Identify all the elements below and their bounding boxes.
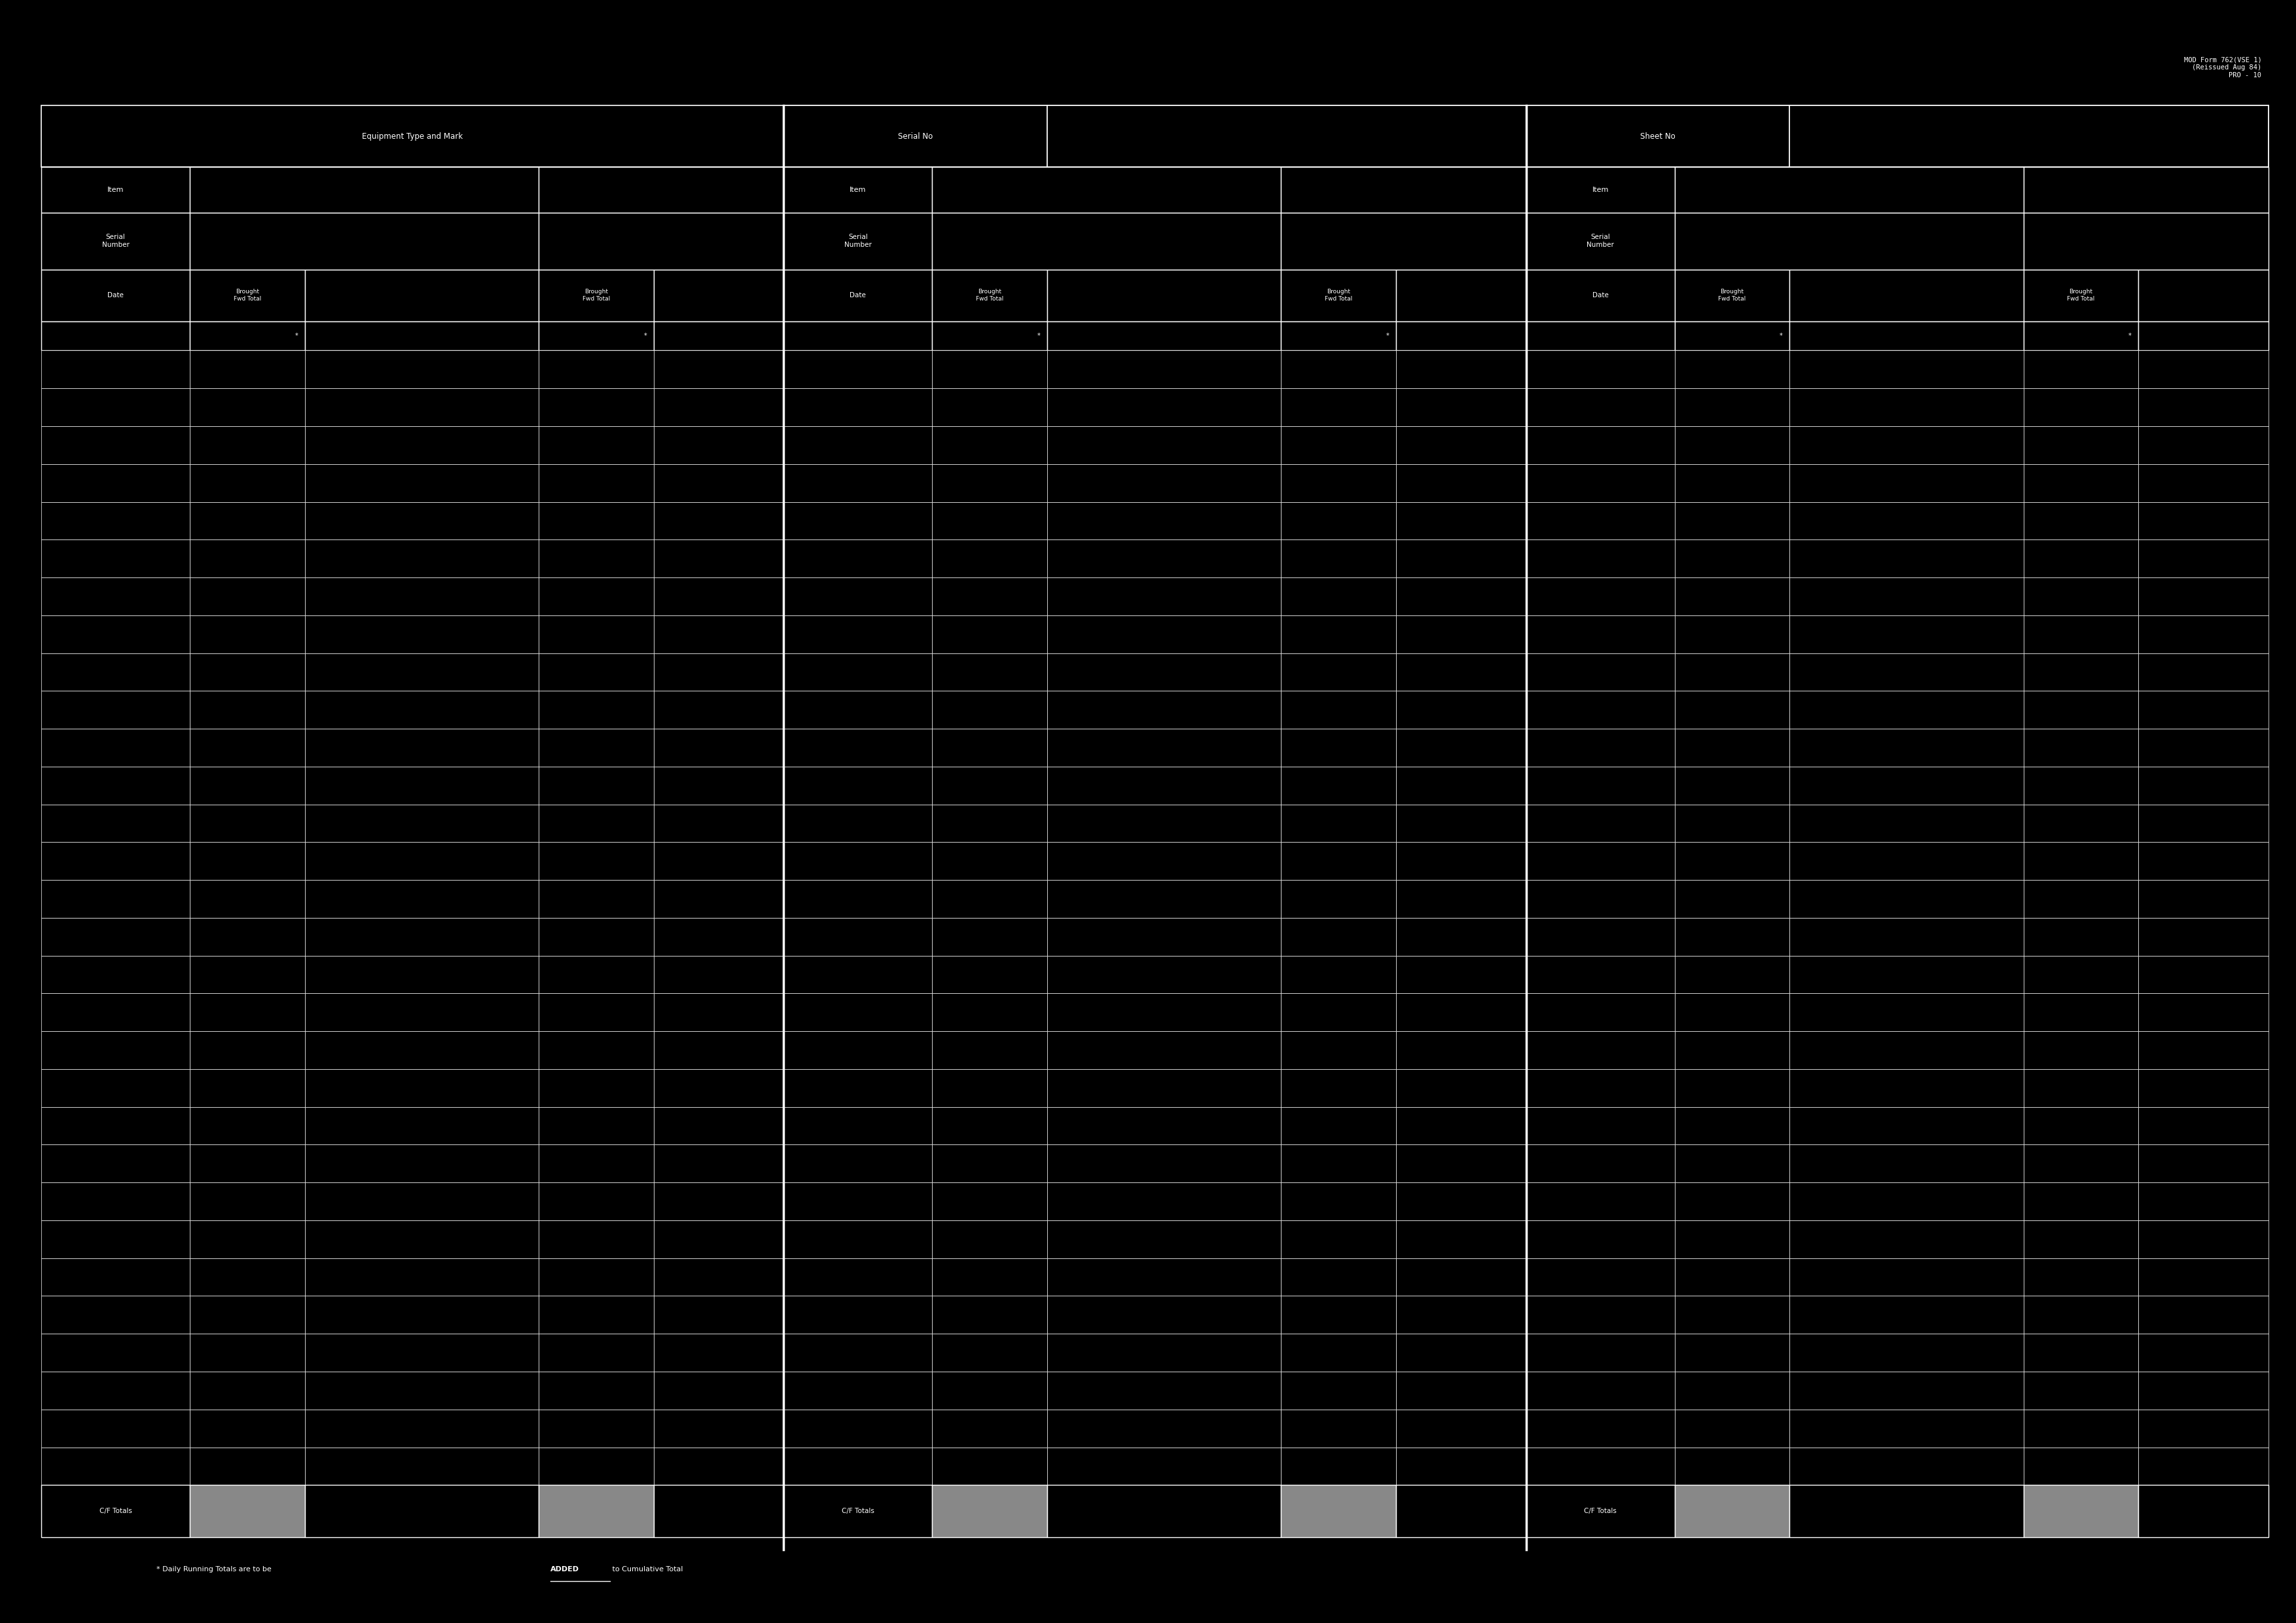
Bar (1527, 1334, 1674, 1371)
Bar (1674, 502, 1789, 540)
Bar (932, 652, 1047, 691)
Bar (540, 615, 654, 652)
Bar (305, 766, 540, 805)
Bar (1527, 105, 1789, 167)
Bar (1789, 842, 2023, 880)
Bar (1674, 993, 1789, 1031)
Bar (2023, 427, 2138, 464)
Bar (1281, 427, 1396, 464)
Bar (783, 269, 932, 321)
Bar (1396, 1448, 1527, 1485)
Bar (2023, 652, 2138, 691)
Bar (783, 729, 932, 766)
Bar (783, 1371, 932, 1409)
Bar (1396, 1070, 1527, 1107)
Bar (1674, 539, 1789, 578)
Bar (783, 1183, 932, 1220)
Bar (654, 1031, 783, 1070)
Bar (41, 1448, 191, 1485)
Bar (783, 615, 932, 652)
Bar (1396, 578, 1527, 615)
Bar (41, 578, 191, 615)
Bar (654, 1485, 783, 1537)
Bar (783, 956, 932, 993)
Bar (2138, 842, 2268, 880)
Bar (1527, 105, 2268, 167)
Bar (1674, 1031, 1789, 1070)
Bar (1047, 388, 1281, 427)
Bar (654, 1144, 783, 1183)
Bar (2138, 1485, 2268, 1537)
Bar (1527, 1409, 1674, 1448)
Bar (41, 880, 191, 919)
Bar (2138, 1334, 2268, 1371)
Bar (1789, 729, 2023, 766)
Bar (654, 578, 783, 615)
Bar (540, 1183, 654, 1220)
Bar (191, 269, 305, 321)
Bar (2138, 464, 2268, 502)
Bar (305, 1334, 540, 1371)
Bar (1047, 766, 1281, 805)
Bar (1674, 321, 1789, 351)
Bar (1789, 1485, 2023, 1537)
Bar (1789, 1107, 2023, 1144)
Text: Item: Item (1591, 187, 1609, 193)
Bar (1674, 1371, 1789, 1409)
Bar (2138, 539, 2268, 578)
Bar (1674, 919, 1789, 956)
Bar (305, 1371, 540, 1409)
Bar (932, 1070, 1047, 1107)
Bar (540, 805, 654, 842)
Bar (2023, 1485, 2138, 1537)
Bar (654, 1448, 783, 1485)
Bar (41, 1220, 191, 1258)
Bar (932, 167, 1281, 213)
Bar (783, 1070, 932, 1107)
Bar (305, 1448, 540, 1485)
Bar (540, 427, 654, 464)
Bar (2138, 691, 2268, 729)
Bar (1396, 1258, 1527, 1295)
Bar (1047, 1107, 1281, 1144)
Bar (1789, 766, 2023, 805)
Bar (1527, 1258, 1674, 1295)
Bar (1047, 1371, 1281, 1409)
Bar (1396, 993, 1527, 1031)
Bar (305, 1070, 540, 1107)
Bar (783, 213, 932, 269)
Bar (191, 1144, 305, 1183)
Bar (1047, 351, 1281, 388)
Bar (1281, 805, 1396, 842)
Bar (1047, 1183, 1281, 1220)
Bar (932, 805, 1047, 842)
Bar (41, 388, 191, 427)
Bar (305, 880, 540, 919)
Bar (1281, 1258, 1396, 1295)
Text: C/F Totals: C/F Totals (1584, 1508, 1616, 1514)
Bar (932, 427, 1047, 464)
Bar (1674, 956, 1789, 993)
Bar (932, 1409, 1047, 1448)
Bar (2023, 1448, 2138, 1485)
Bar (305, 1144, 540, 1183)
Bar (41, 213, 191, 269)
Text: * Daily Running Totals are to be: * Daily Running Totals are to be (156, 1566, 273, 1573)
Bar (932, 729, 1047, 766)
Bar (1396, 464, 1527, 502)
Bar (654, 691, 783, 729)
Bar (41, 1031, 191, 1070)
Bar (1281, 1448, 1396, 1485)
Text: Brought
Fwd Total: Brought Fwd Total (1717, 289, 1745, 302)
Bar (1789, 691, 2023, 729)
Bar (1047, 539, 1281, 578)
Bar (1789, 1258, 2023, 1295)
Text: MOD Form 762(VSE 1)
(Reissued Aug 84)
PRO - 10: MOD Form 762(VSE 1) (Reissued Aug 84) PR… (2183, 57, 2262, 78)
Bar (1527, 1183, 1674, 1220)
Bar (540, 1485, 654, 1537)
Bar (41, 1070, 191, 1107)
Bar (2023, 1144, 2138, 1183)
Bar (2023, 1220, 2138, 1258)
Bar (41, 919, 191, 956)
Bar (540, 729, 654, 766)
